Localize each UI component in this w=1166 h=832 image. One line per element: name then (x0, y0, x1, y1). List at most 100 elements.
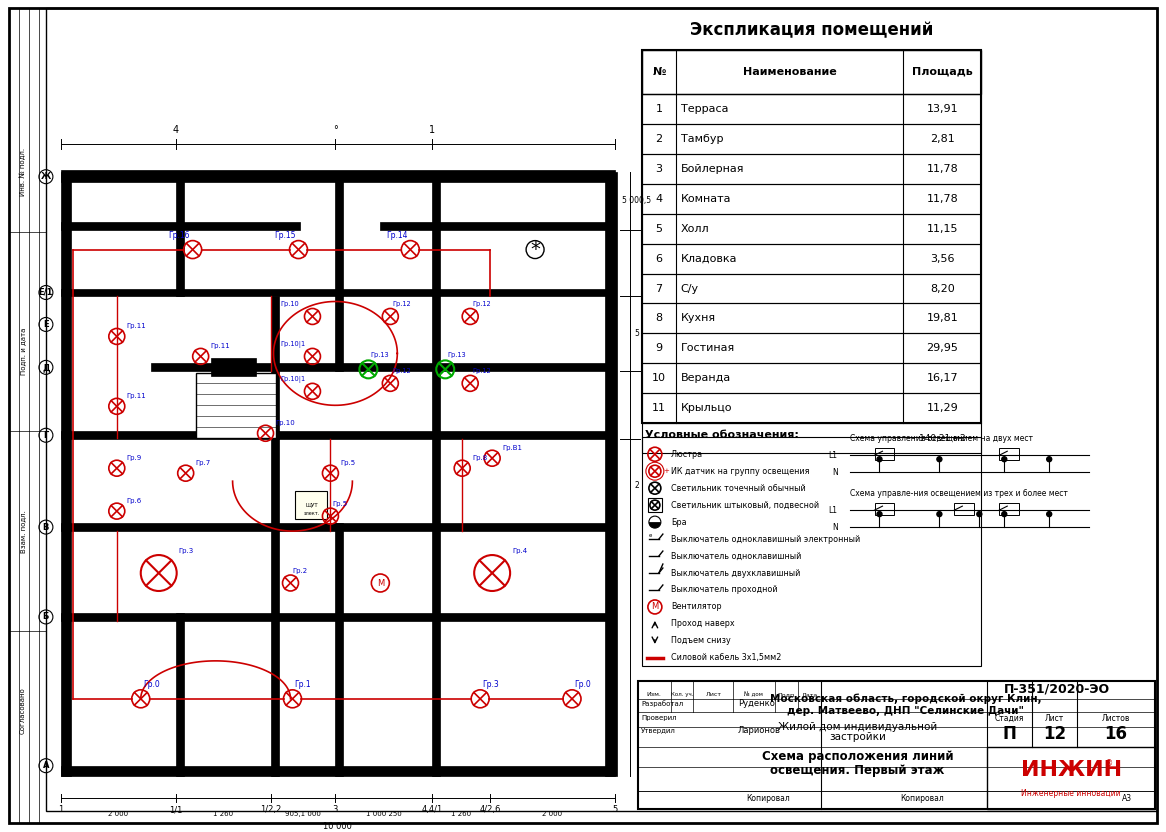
Text: M: M (377, 578, 384, 587)
Bar (61, 431, 614, 439)
Bar (271, 431, 279, 775)
Text: Площадь: Площадь (912, 67, 972, 77)
Text: Гр.13: Гр.13 (448, 353, 466, 359)
Bar (196, 374, 275, 438)
Bar (61, 221, 301, 230)
Text: 3: 3 (332, 805, 338, 815)
Bar (61, 171, 71, 775)
Bar (642, 184, 982, 214)
Text: Экспликация помещений: Экспликация помещений (690, 21, 933, 39)
Circle shape (977, 512, 982, 517)
Text: Светильник штыковый, подвесной: Светильник штыковый, подвесной (670, 501, 819, 510)
Text: Инв. № подл.: Инв. № подл. (20, 147, 26, 196)
Bar (61, 523, 614, 531)
Text: 2 000: 2 000 (542, 810, 563, 817)
Text: Листов: Листов (1102, 714, 1130, 723)
Text: Гр.6: Гр.6 (127, 498, 142, 504)
Bar (642, 124, 982, 154)
Text: e: e (649, 532, 653, 537)
Circle shape (1047, 457, 1052, 462)
Text: 1 000 250: 1 000 250 (366, 810, 402, 817)
Text: Гр.10: Гр.10 (275, 420, 295, 426)
Text: Гр.3: Гр.3 (483, 681, 499, 690)
Circle shape (1002, 512, 1006, 517)
Wedge shape (649, 522, 661, 528)
Text: 8: 8 (655, 314, 662, 324)
Text: 29,95: 29,95 (927, 344, 958, 354)
Text: П-351/2020-ЭО: П-351/2020-ЭО (1004, 682, 1110, 696)
Text: Гр.14: Гр.14 (386, 231, 408, 240)
Bar (61, 765, 614, 775)
Text: Гр.11: Гр.11 (211, 344, 231, 349)
Text: Холл: Холл (681, 224, 709, 234)
Bar (642, 50, 982, 423)
Text: Руденко: Руденко (738, 700, 774, 708)
Text: Д: Д (42, 363, 50, 372)
Text: 7: 7 (655, 284, 662, 294)
Bar (61, 613, 614, 621)
Text: Гр.9: Гр.9 (127, 455, 142, 461)
Text: +: + (663, 468, 669, 474)
Text: Гр.10: Гр.10 (281, 301, 300, 308)
Bar (999, 503, 1019, 515)
Text: Гр.В1: Гр.В1 (503, 445, 522, 451)
Text: 11,15: 11,15 (927, 224, 958, 234)
Text: 1/1: 1/1 (169, 805, 182, 815)
Bar (988, 747, 1156, 809)
Text: Б: Б (43, 612, 49, 622)
Text: Гр.0: Гр.0 (574, 681, 591, 690)
Text: 2: 2 (655, 134, 662, 144)
Text: ЩУТ: ЩУТ (305, 503, 318, 508)
Text: освещения. Первый этаж: освещения. Первый этаж (771, 764, 944, 777)
Text: Подп.: Подп. (777, 692, 796, 697)
Text: №: № (652, 67, 666, 77)
Text: Г: Г (43, 431, 49, 440)
Text: Бра: Бра (670, 518, 687, 527)
Bar (433, 171, 441, 296)
Text: 11: 11 (652, 404, 666, 414)
Text: ИК датчик на группу освещения: ИК датчик на группу освещения (670, 467, 809, 476)
Text: 2,81: 2,81 (930, 134, 955, 144)
Text: Копировал: Копировал (746, 794, 789, 803)
Text: Гр.1: Гр.1 (295, 681, 311, 690)
Text: Гр.10|1: Гр.10|1 (281, 376, 305, 383)
Text: 16: 16 (1104, 725, 1128, 743)
Bar (874, 503, 894, 515)
Text: В: В (43, 522, 49, 532)
Text: Лист: Лист (1045, 714, 1065, 723)
Bar (176, 613, 184, 775)
Text: N: N (831, 522, 837, 532)
Text: Наименование: Наименование (743, 67, 836, 77)
Text: Подп. и дата: Подп. и дата (20, 328, 26, 375)
Circle shape (877, 457, 881, 462)
Text: Гр.12: Гр.12 (392, 301, 412, 308)
Text: Выключатель проходной: Выключатель проходной (670, 586, 778, 595)
Text: 5: 5 (634, 329, 639, 339)
Text: Бойлерная: Бойлерная (681, 164, 744, 174)
Bar (642, 154, 982, 184)
Text: Проверил: Проверил (641, 715, 676, 721)
Text: Инженерные инновации: Инженерные инновации (1021, 789, 1121, 798)
Text: 5: 5 (655, 224, 662, 234)
Text: Кладовка: Кладовка (681, 254, 737, 264)
Text: 11,78: 11,78 (927, 194, 958, 204)
Bar (642, 438, 982, 666)
Text: 5 000,5: 5 000,5 (623, 196, 652, 206)
Text: Проход наверх: Проход наверх (670, 620, 735, 628)
Text: 905,1 000: 905,1 000 (285, 810, 321, 817)
Text: Жилой дом индивидуальной: Жилой дом индивидуальной (778, 721, 937, 732)
Text: Светильник точечный обычный: Светильник точечный обычный (670, 483, 806, 493)
Bar (642, 244, 982, 274)
Text: 1 260: 1 260 (451, 810, 471, 817)
Bar (642, 334, 982, 364)
Bar (61, 289, 614, 296)
Bar (648, 498, 662, 513)
Text: Веранда: Веранда (681, 374, 731, 384)
Text: 1 260: 1 260 (213, 810, 233, 817)
Text: Крыльцо: Крыльцо (681, 404, 732, 414)
Bar (642, 274, 982, 304)
Text: 2 000: 2 000 (108, 810, 128, 817)
Text: 16,17: 16,17 (927, 374, 958, 384)
Text: 3: 3 (655, 164, 662, 174)
Text: 1: 1 (58, 805, 63, 815)
